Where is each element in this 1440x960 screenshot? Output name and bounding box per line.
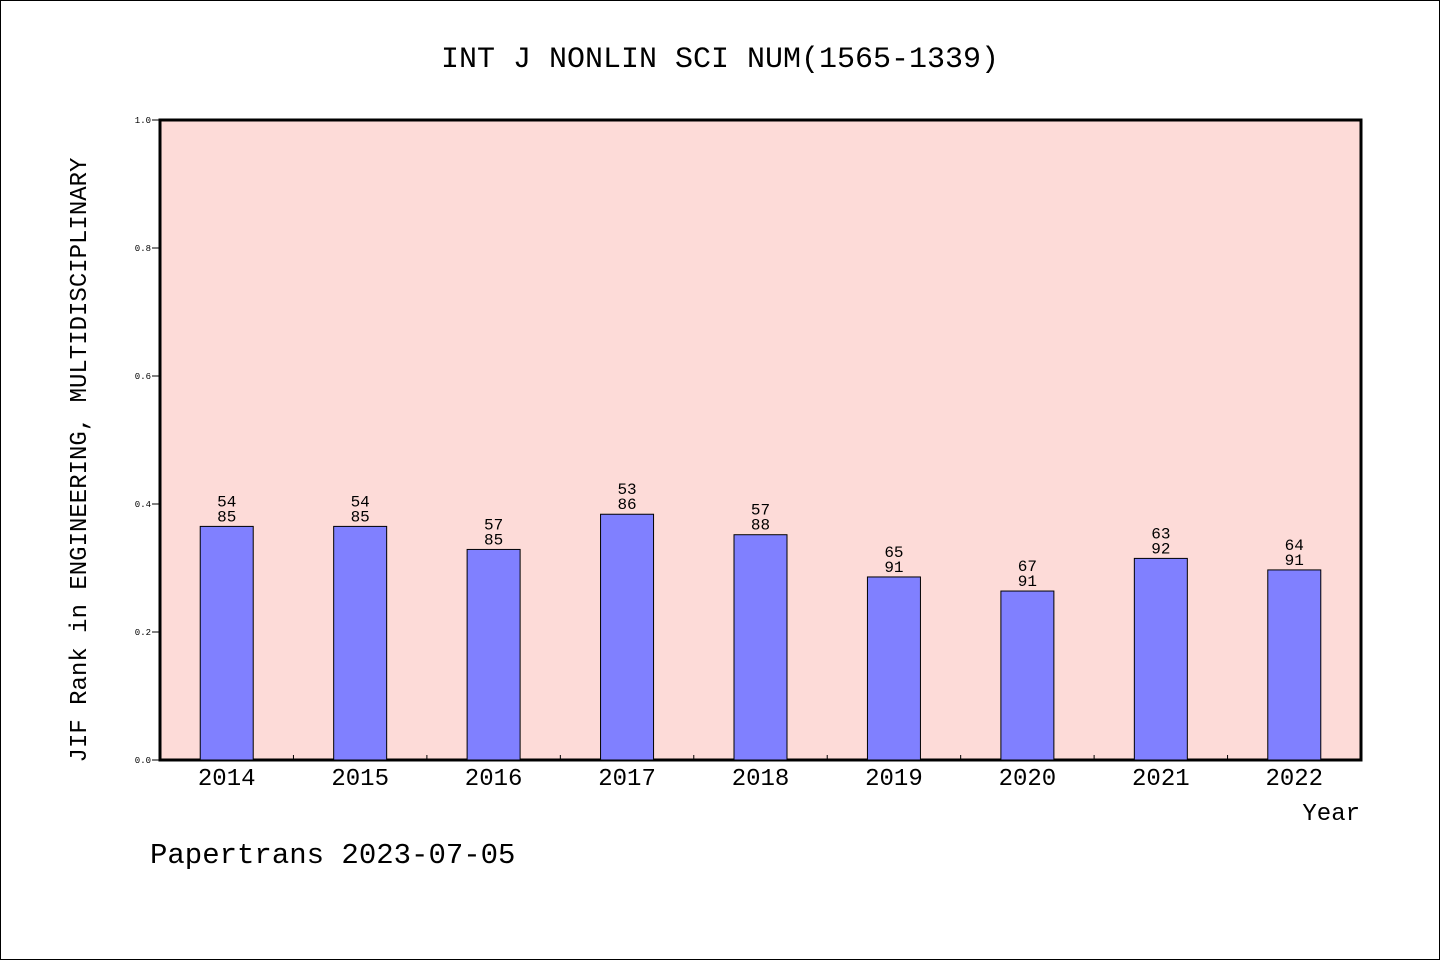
x-tick-label: 2015 (331, 766, 389, 793)
bar-rank-label: 64 (1285, 537, 1304, 555)
y-tick-label: 0.2 (135, 628, 151, 638)
bar-rank-label: 54 (217, 493, 236, 511)
bar-2022 (1267, 569, 1322, 761)
bar-2021 (1133, 557, 1188, 761)
bar-rank-label: 54 (351, 493, 370, 511)
bar-total-label: 92 (1151, 540, 1170, 558)
bar-total-label: 88 (751, 517, 770, 535)
bar-rank-label: 53 (617, 481, 636, 499)
bar-2017 (600, 513, 655, 761)
bar-rank-label: 63 (1151, 525, 1170, 543)
chart-title: INT J NONLIN SCI NUM(1565-1339) (441, 43, 999, 77)
x-axis-label: Year (1302, 801, 1360, 828)
x-tick-label: 2017 (598, 766, 656, 793)
x-tick-label: 2019 (865, 766, 923, 793)
x-tick-label: 2014 (198, 766, 256, 793)
bar-total-label: 91 (1285, 552, 1304, 570)
y-tick-label: 0.6 (135, 372, 151, 382)
bar-2018 (733, 534, 788, 761)
bar-total-label: 85 (217, 508, 236, 526)
bar-rank-label: 57 (484, 516, 503, 534)
bar-total-label: 86 (617, 496, 636, 514)
bar-rank-label: 65 (884, 544, 903, 562)
bar-rank-label: 67 (1018, 558, 1037, 576)
bar-total-label: 91 (884, 559, 903, 577)
x-tick-label: 2022 (1265, 766, 1323, 793)
bar-total-label: 85 (351, 508, 370, 526)
bar-total-label: 91 (1018, 573, 1037, 591)
bar-2015 (333, 525, 388, 761)
x-tick-label: 2018 (732, 766, 790, 793)
y-tick-label: 0.4 (135, 500, 151, 510)
bar-rank-label: 57 (751, 502, 770, 520)
x-tick-label: 2016 (465, 766, 523, 793)
x-tick-label: 2021 (1132, 766, 1190, 793)
x-tick-label: 2020 (999, 766, 1057, 793)
y-tick-label: 1.0 (135, 116, 151, 126)
y-tick-label: 0.8 (135, 244, 151, 254)
bar-total-label: 85 (484, 531, 503, 549)
y-axis-label: JIF Rank in ENGINEERING, MULTIDISCIPLINA… (67, 158, 94, 763)
y-tick-label: 0.0 (135, 756, 151, 766)
bar-2016 (466, 548, 521, 761)
footer-credit: Papertrans 2023-07-05 (150, 839, 515, 872)
bar-2019 (866, 576, 921, 761)
bar-2020 (1000, 590, 1055, 761)
bar-2014 (199, 525, 254, 761)
